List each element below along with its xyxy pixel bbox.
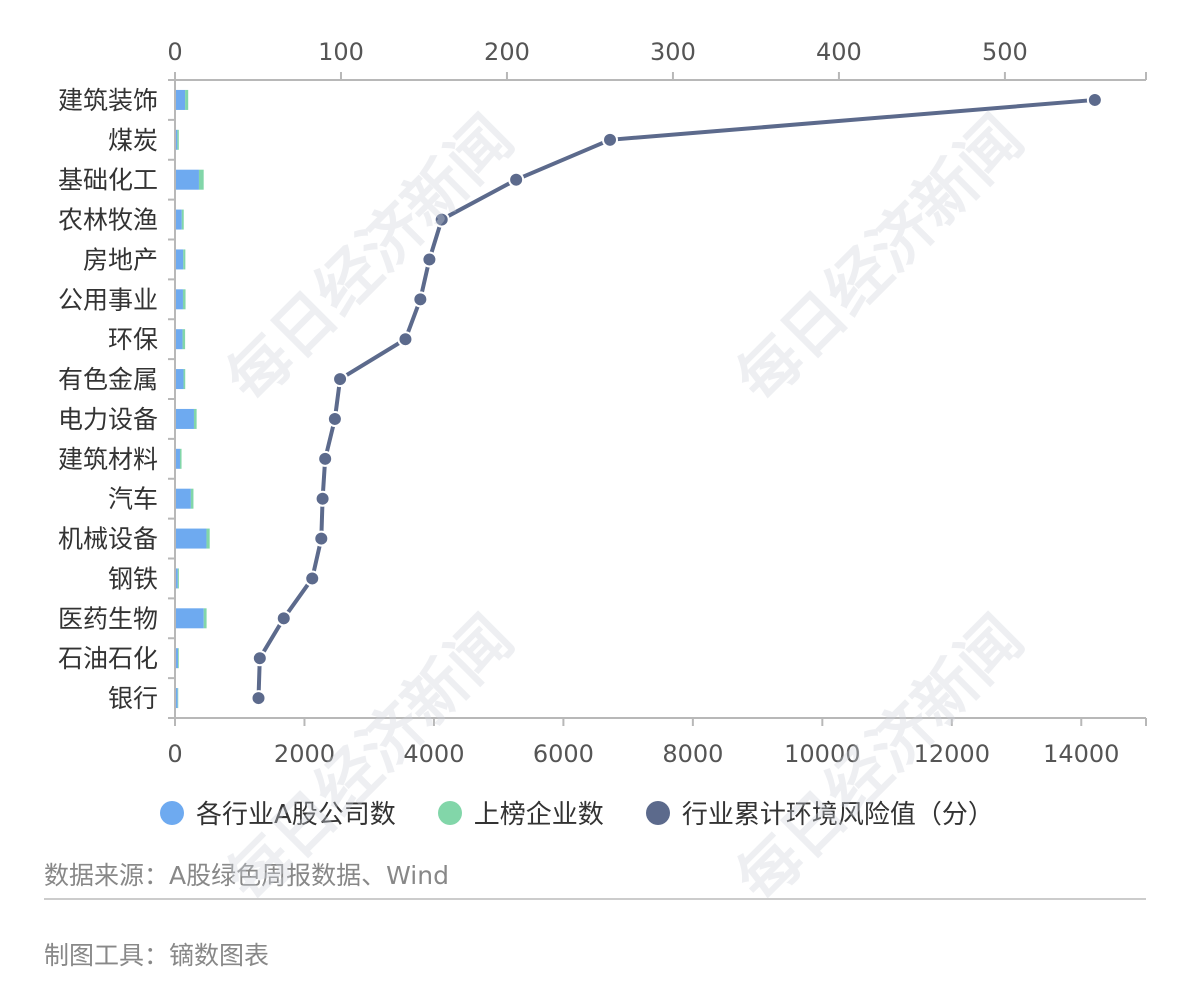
category-label: 煤炭 [108,126,158,155]
risk-point[interactable] [317,450,334,467]
risk-point[interactable] [433,211,450,228]
bottom-axis-tick-label: 14000 [1043,740,1119,768]
bar-companies[interactable] [176,329,183,350]
bar-listed[interactable] [182,329,186,350]
bottom-axis-tick-label: 4000 [403,740,464,768]
bar-listed[interactable] [183,369,186,390]
footer-divider [44,898,1146,900]
bottom-axis-tick-label: 6000 [533,740,594,768]
bar-companies[interactable] [176,408,194,429]
category-label: 建筑装饰 [58,86,158,115]
bottom-axis-tick-label: 10000 [784,740,860,768]
category-label: 银行 [108,684,158,713]
bar-companies[interactable] [176,289,183,310]
category-label: 环保 [108,325,158,354]
bar-listed[interactable] [177,129,179,150]
top-axis: 0 100 200 300 400 500 [167,38,1147,81]
bar-companies[interactable] [176,129,178,150]
bar-companies[interactable] [176,209,182,230]
legend-swatch-risk [645,800,670,825]
category-axis: 建筑装饰煤炭基础化工农林牧渔房地产公用事业环保有色金属电力设备建筑材料汽车机械设… [58,79,176,719]
category-label: 电力设备 [58,405,158,434]
category-label: 房地产 [83,245,158,274]
bar-companies[interactable] [176,648,179,669]
category-label: 农林牧渔 [58,206,158,235]
risk-point[interactable] [412,291,429,308]
bar-listed[interactable] [183,249,186,270]
bar-listed[interactable] [190,488,194,509]
legend-swatch-companies [160,800,184,825]
risk-point[interactable] [314,490,331,507]
category-label: 钢铁 [108,564,158,593]
risk-point[interactable] [250,690,267,707]
legend-label-risk: 行业累计环境风险值（分） [681,800,994,830]
category-label: 汽车 [108,485,158,514]
bar-companies[interactable] [176,528,207,549]
bar-listed[interactable] [182,289,186,310]
bar-listed[interactable] [177,568,179,589]
legend-item-companies[interactable]: 各行业A股公司数 [160,794,396,831]
category-label: 石油石化 [58,644,158,673]
legend-swatch-listed [437,800,462,825]
bar-companies[interactable] [176,169,199,190]
top-axis-tick-label: 400 [816,38,862,66]
bar-listed[interactable] [177,688,179,709]
category-label: 建筑材料 [58,445,158,474]
risk-point[interactable] [602,131,619,148]
risk-point[interactable] [313,530,330,547]
bar-listed[interactable] [179,448,182,469]
bar-companies[interactable] [176,249,184,270]
top-axis-tick-label: 100 [318,38,364,66]
bottom-axis: 0 2000 4000 6000 8000 10000 12000 14000 [167,717,1147,768]
top-axis-tick-label: 0 [167,38,182,66]
top-axis-tick-label: 200 [484,38,530,66]
bar-companies[interactable] [176,369,184,390]
bars [176,89,210,709]
legend-item-risk[interactable]: 行业累计环境风险值（分） [645,794,994,831]
bar-companies[interactable] [176,448,180,469]
bar-companies[interactable] [176,568,178,589]
risk-point[interactable] [1086,91,1103,108]
bar-listed[interactable] [193,408,197,429]
bottom-axis-tick-label: 12000 [914,740,990,768]
chart-tool-note: 制图工具：镝数图表 [44,941,270,970]
legend-label-listed: 上榜企业数 [473,800,604,830]
bar-listed[interactable] [198,169,204,190]
risk-point[interactable] [397,331,414,348]
bottom-axis-tick-label: 0 [167,740,182,768]
bar-companies[interactable] [176,608,204,629]
risk-point[interactable] [421,251,438,268]
risk-line [250,91,1103,707]
bar-listed[interactable] [185,89,189,110]
bar-listed[interactable] [203,608,207,629]
bar-listed[interactable] [181,209,184,230]
risk-point[interactable] [508,171,525,188]
bar-companies[interactable] [176,488,191,509]
bottom-axis-tick-label: 2000 [274,740,335,768]
top-axis-tick-label: 500 [982,38,1028,66]
category-label: 有色金属 [58,365,158,394]
bottom-axis-tick-label: 8000 [662,740,723,768]
top-axis-tick-label: 300 [650,38,696,66]
risk-point[interactable] [326,410,343,427]
bar-companies[interactable] [176,688,178,709]
bar-listed[interactable] [206,528,210,549]
risk-line-path [256,97,1096,699]
legend-item-listed[interactable]: 上榜企业数 [437,794,604,831]
category-label: 公用事业 [58,285,158,314]
risk-point[interactable] [251,650,268,667]
risk-point[interactable] [332,371,349,388]
category-label: 基础化工 [58,166,158,195]
category-label: 医药生物 [58,604,158,633]
data-source-note: 数据来源：A股绿色周报数据、Wind [44,861,449,890]
bar-companies[interactable] [176,89,186,110]
legend-label-companies: 各行业A股公司数 [196,800,396,830]
bar-listed[interactable] [178,648,179,669]
chart: 0 100 200 300 400 500 0 2000 4000 6000 8000 10000 1… [58,38,1147,768]
risk-point[interactable] [304,570,321,587]
risk-point[interactable] [275,610,292,627]
legend: 各行业A股公司数 上榜企业数 行业累计环境风险值（分） [160,794,1036,831]
category-label: 机械设备 [58,525,158,554]
